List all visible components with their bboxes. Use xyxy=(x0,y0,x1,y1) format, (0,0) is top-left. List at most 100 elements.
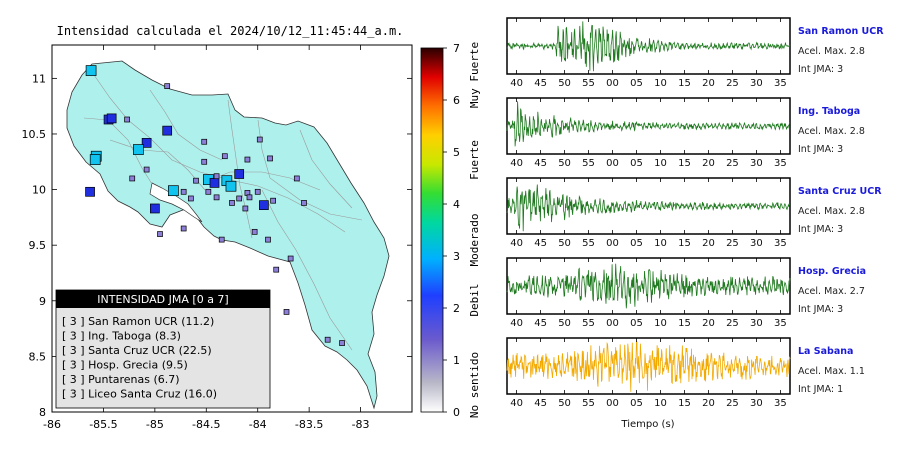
station-accel: Acel. Max. 1.1 xyxy=(798,366,865,377)
waveform-panel: 40 45 50 55 00 05 10 15 20 25 30 35 Santa Cruz UCR Ac… xyxy=(506,177,882,249)
legend-title-bar xyxy=(56,290,270,308)
waveform-tick-label: 45 xyxy=(534,78,547,89)
station-jma: Int JMA: 3 xyxy=(798,304,843,315)
waveform-tick-label: 25 xyxy=(726,238,739,249)
map-x-tick-label: -84.5 xyxy=(192,418,220,431)
waveform-tick-label: 20 xyxy=(702,78,715,89)
waveform-tick-label: 55 xyxy=(582,318,595,329)
waveform-tick-label: 00 xyxy=(606,398,619,409)
station-marker xyxy=(106,113,117,124)
waveform-tick-label: 15 xyxy=(678,238,691,249)
map-y-tick-label: 8.5 xyxy=(29,350,47,363)
map-y-axis: 11 10.5 10 9.5 9 8.5 8 xyxy=(22,72,412,419)
waveform-xlabel: Tiempo (s) xyxy=(620,419,674,430)
waveform-tick-label: 15 xyxy=(678,318,691,329)
station-marker xyxy=(213,194,220,201)
station-marker xyxy=(225,180,237,192)
waveform-tick-label: 30 xyxy=(750,78,763,89)
map-x-tick-label: -83 xyxy=(352,418,370,431)
station-marker xyxy=(180,225,187,232)
station-marker xyxy=(244,156,251,163)
waveform-tick-label: 20 xyxy=(702,398,715,409)
colorbar-intensity-label: Fuerte xyxy=(468,140,481,180)
station-marker xyxy=(283,309,290,315)
waveform-tick-label: 55 xyxy=(582,78,595,89)
waveform-tick-label: 40 xyxy=(510,158,523,169)
waveform-tick-label: 50 xyxy=(558,158,571,169)
station-marker xyxy=(324,336,331,343)
station-name: La Sabana xyxy=(798,346,853,357)
waveform-panel: 40 45 50 55 00 05 10 15 20 25 30 35 San Ramon UCR Ace… xyxy=(506,17,884,89)
station-accel: Acel. Max. 2.7 xyxy=(798,286,865,297)
map-x-tick-label: -84 xyxy=(249,418,267,431)
waveform-tick-label: 50 xyxy=(558,398,571,409)
map-y-tick-label: 9.5 xyxy=(29,239,47,252)
map-y-tick-label: 8 xyxy=(39,406,46,419)
station-marker xyxy=(242,205,249,212)
station-marker xyxy=(209,178,220,188)
costa-rica-land xyxy=(66,60,390,410)
legend-item: [ 3 ] San Ramon UCR (11.2) xyxy=(62,315,214,328)
waveform-tick-label: 25 xyxy=(726,158,739,169)
legend-items: [ 3 ] San Ramon UCR (11.2) [ 3 ] Ing. Tab… xyxy=(62,315,217,401)
station-marker xyxy=(259,200,269,210)
station-marker xyxy=(188,195,194,202)
waveform-tick-label: 15 xyxy=(678,398,691,409)
station-accel: Acel. Max. 2.8 xyxy=(798,126,865,137)
station-marker xyxy=(143,166,150,173)
waveform-tick-label: 25 xyxy=(726,318,739,329)
colorbar: 7 6 5 4 3 2 1 0 Muy Fuerte Fuerte Moderado Debil No… xyxy=(420,42,481,419)
legend-item: [ 3 ] Hosp. Grecia (9.5) xyxy=(62,359,188,372)
station-marker xyxy=(89,154,101,165)
waveform-tick-label: 25 xyxy=(726,78,739,89)
colorbar-tick-label: 0 xyxy=(453,406,460,419)
station-jma: Int JMA: 3 xyxy=(798,224,843,235)
station-marker xyxy=(265,236,271,243)
station-accel: Acel. Max. 2.8 xyxy=(798,46,865,57)
station-marker xyxy=(193,177,199,184)
waveform-tick-label: 05 xyxy=(630,238,643,249)
waveform-tick-label: 20 xyxy=(702,238,715,249)
waveform-panel: 40 45 50 55 00 05 10 15 20 25 30 35 La Sabana Acel. M… xyxy=(506,337,865,409)
waveform-tick-label: 00 xyxy=(606,158,619,169)
waveform-tick-label: 45 xyxy=(534,318,547,329)
waveform-tick-label: 40 xyxy=(510,398,523,409)
waveform-tick-label: 35 xyxy=(774,158,787,169)
legend-box: INTENSIDAD JMA [0 a 7] [ 3 ] San Ramon U… xyxy=(55,289,271,409)
station-marker xyxy=(287,255,294,262)
station-marker xyxy=(229,200,235,206)
station-marker xyxy=(180,188,187,195)
waveform-tick-label: 45 xyxy=(534,238,547,249)
waveform-tick-label: 05 xyxy=(630,318,643,329)
station-marker xyxy=(129,175,136,182)
colorbar-intensity-label: Debil xyxy=(468,283,481,316)
waveform-tick-label: 55 xyxy=(582,398,595,409)
legend-item: [ 3 ] Liceo Santa Cruz (16.0) xyxy=(62,388,217,401)
waveform-tick-label: 40 xyxy=(510,238,523,249)
waveform-trace xyxy=(506,184,791,232)
colorbar-intensity-label: No sentido xyxy=(468,352,481,418)
map-y-tick-label: 10 xyxy=(32,184,46,197)
station-marker xyxy=(157,231,163,237)
station-marker xyxy=(301,200,307,206)
station-marker xyxy=(246,194,253,201)
station-accel: Acel. Max. 2.8 xyxy=(798,206,865,217)
map-x-tick-label: -85 xyxy=(146,418,164,431)
station-marker xyxy=(201,138,208,145)
waveform-tick-label: 20 xyxy=(702,158,715,169)
station-marker xyxy=(256,136,263,143)
waveform-tick-label: 05 xyxy=(630,78,643,89)
waveform-tick-label: 35 xyxy=(774,398,787,409)
station-name: Ing. Taboga xyxy=(798,106,860,117)
waveform-tick-label: 00 xyxy=(606,78,619,89)
map-y-tick-label: 11 xyxy=(32,72,46,85)
map-x-tick-label: -83.5 xyxy=(295,418,323,431)
waveform-tick-label: 55 xyxy=(582,238,595,249)
station-jma: Int JMA: 1 xyxy=(798,384,843,395)
colorbar-tick-label: 5 xyxy=(453,146,460,159)
waveform-panel: 40 45 50 55 00 05 10 15 20 25 30 35 Ing. Taboga Acel.… xyxy=(506,97,865,169)
waveform-tick-label: 30 xyxy=(750,398,763,409)
colorbar-intensity-label: Moderado xyxy=(468,214,481,267)
station-marker xyxy=(168,185,179,197)
map-title: Intensidad calculada el 2024/10/12_11:45… xyxy=(57,24,404,38)
